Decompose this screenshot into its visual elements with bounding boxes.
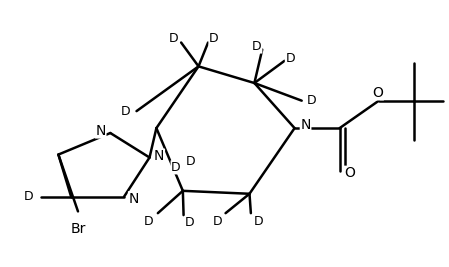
Text: D: D [169, 32, 178, 45]
Text: D: D [143, 214, 153, 227]
Text: N: N [96, 124, 106, 138]
Text: D: D [121, 105, 130, 118]
Text: D: D [213, 214, 222, 227]
Text: D: D [209, 32, 219, 45]
Text: O: O [373, 86, 383, 100]
Text: D: D [171, 161, 181, 174]
Text: D: D [307, 94, 317, 107]
Text: D: D [186, 155, 195, 168]
Text: D: D [286, 52, 295, 65]
Text: N: N [154, 149, 164, 163]
Text: D: D [252, 40, 262, 53]
Text: N: N [300, 119, 311, 132]
Text: O: O [344, 166, 355, 180]
Text: N: N [128, 192, 139, 206]
Text: D: D [185, 217, 194, 229]
Text: Br: Br [70, 222, 86, 236]
Text: D: D [24, 190, 33, 203]
Text: D: D [254, 214, 264, 227]
